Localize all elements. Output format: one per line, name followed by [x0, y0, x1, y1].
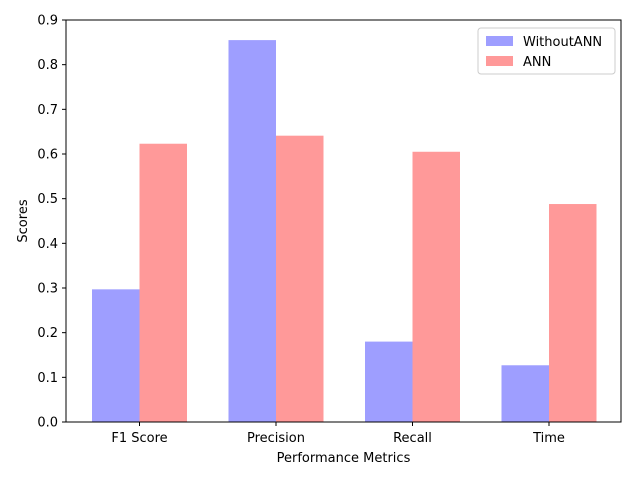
- y-tick-label: 0.2: [37, 326, 58, 341]
- legend-label-ann: ANN: [523, 55, 551, 70]
- y-tick-label: 0.0: [37, 416, 58, 431]
- y-tick-label: 0.7: [37, 103, 58, 118]
- bar-ann-2: [276, 135, 324, 423]
- y-tick-label: 0.5: [37, 192, 58, 207]
- legend-label-withoutann: WithoutANN: [523, 35, 602, 50]
- y-tick-label: 0.8: [37, 58, 58, 73]
- bar-ann-3: [412, 151, 460, 422]
- x-axis: F1 Score Precision Recall Time: [111, 422, 565, 446]
- bar-withoutann-2: [228, 40, 276, 422]
- y-axis-title: Scores: [16, 199, 31, 242]
- bar-withoutann-4: [501, 365, 549, 422]
- y-tick-label: 0.4: [37, 237, 58, 252]
- legend-swatch-ann: [486, 56, 513, 66]
- bar-ann-4: [549, 204, 597, 422]
- bar-withoutann-1: [92, 289, 140, 422]
- bar-withoutann-3: [365, 341, 413, 422]
- y-tick-label: 0.3: [37, 282, 58, 297]
- x-tick-label: Time: [532, 431, 565, 446]
- y-tick-label: 0.6: [37, 148, 58, 163]
- bar-ann-1: [139, 143, 187, 422]
- y-tick-label: 0.9: [37, 14, 58, 29]
- y-tick-label: 0.1: [37, 371, 58, 386]
- x-axis-title: Performance Metrics: [277, 451, 411, 466]
- x-tick-label: Recall: [393, 431, 432, 446]
- x-tick-label: F1 Score: [111, 431, 167, 446]
- bars-group: [92, 40, 597, 423]
- plot-area: [65, 19, 622, 423]
- legend: WithoutANN ANN: [477, 27, 616, 75]
- plot-frame-top: [65, 19, 622, 423]
- legend-swatch-withoutann: [486, 36, 513, 46]
- y-axis: 0.0 0.1 0.2 0.3 0.4 0.5 0.6 0.7 0.8 0.9: [37, 14, 66, 431]
- x-tick-label: Precision: [247, 431, 305, 446]
